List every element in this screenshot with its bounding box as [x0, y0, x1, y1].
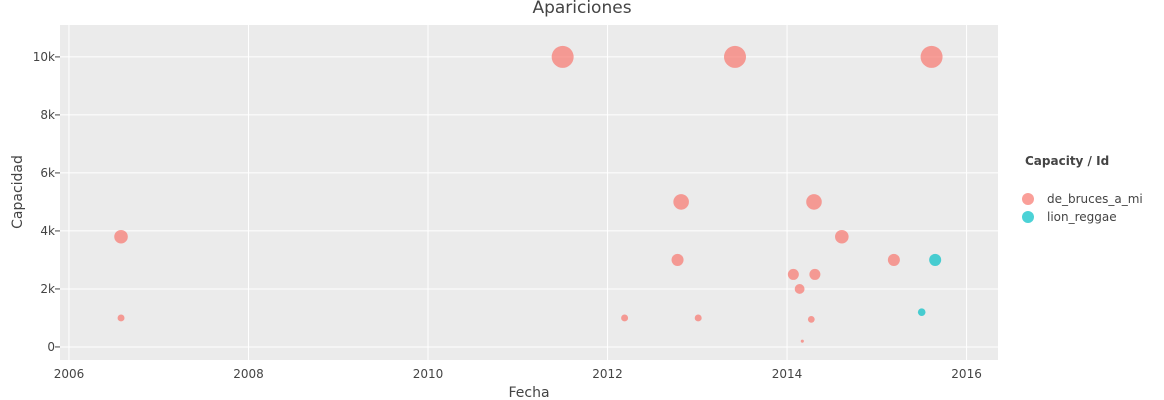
y-axis-label: Capacidad [10, 155, 26, 229]
x-tick-label: 2016 [951, 367, 982, 381]
data-point-de-bruces-a-mi[interactable] [694, 314, 702, 322]
y-tick-label: 4k [40, 224, 55, 238]
legend-marker-de-bruces-a-mi [1022, 193, 1034, 205]
data-point-de-bruces-a-mi[interactable] [794, 284, 805, 294]
data-point-de-bruces-a-mi[interactable] [117, 314, 125, 322]
data-point-de-bruces-a-mi[interactable] [806, 194, 822, 210]
x-axis-label: Fecha [508, 385, 549, 400]
chart-title: Apariciones [532, 0, 631, 18]
x-tick-label: 2012 [592, 367, 623, 381]
data-point-de-bruces-a-mi[interactable] [621, 314, 629, 322]
data-point-de-bruces-a-mi[interactable] [787, 268, 799, 280]
x-tick-labels: 2006 2008 2010 2012 2014 2016 [54, 367, 982, 381]
legend-item-lion-reggae[interactable]: lion_reggae [1022, 210, 1117, 224]
data-point-de-bruces-a-mi[interactable] [809, 268, 821, 280]
data-point-de-bruces-a-mi[interactable] [807, 316, 815, 323]
data-point-de-bruces-a-mi[interactable] [887, 253, 900, 266]
y-tick-label: 6k [40, 166, 55, 180]
data-point-de-bruces-a-mi[interactable] [835, 229, 849, 244]
data-point-de-bruces-a-mi[interactable] [724, 45, 747, 68]
data-point-de-bruces-a-mi[interactable] [673, 194, 689, 210]
legend-title: Capacity / Id [1025, 154, 1109, 168]
legend: Capacity / Id de_bruces_a_mi lion_reggae [1022, 154, 1143, 224]
data-point-de-bruces-a-mi[interactable] [671, 253, 684, 266]
y-tick-label: 2k [40, 282, 55, 296]
legend-label-lion-reggae: lion_reggae [1047, 210, 1117, 224]
data-point-lion-reggae[interactable] [929, 253, 942, 266]
data-points [114, 45, 943, 343]
legend-label-de-bruces-a-mi: de_bruces_a_mi [1047, 192, 1143, 206]
data-point-lion-reggae[interactable] [917, 308, 926, 316]
x-tick-label: 2006 [54, 367, 85, 381]
plot-background [60, 25, 998, 360]
y-tick-labels: 0 2k 4k 6k 8k 10k [33, 50, 60, 354]
x-tick-label: 2010 [413, 367, 444, 381]
data-point-de-bruces-a-mi[interactable] [800, 339, 804, 343]
data-point-de-bruces-a-mi[interactable] [114, 229, 128, 244]
x-tick-label: 2014 [772, 367, 803, 381]
y-tick-label: 0 [47, 340, 55, 354]
legend-item-de-bruces-a-mi[interactable]: de_bruces_a_mi [1022, 192, 1143, 206]
x-tick-label: 2008 [233, 367, 264, 381]
data-point-de-bruces-a-mi[interactable] [551, 45, 574, 68]
legend-marker-lion-reggae [1022, 211, 1034, 223]
y-tick-label: 10k [33, 50, 55, 64]
data-point-de-bruces-a-mi[interactable] [920, 45, 943, 68]
y-tick-label: 8k [40, 108, 55, 122]
